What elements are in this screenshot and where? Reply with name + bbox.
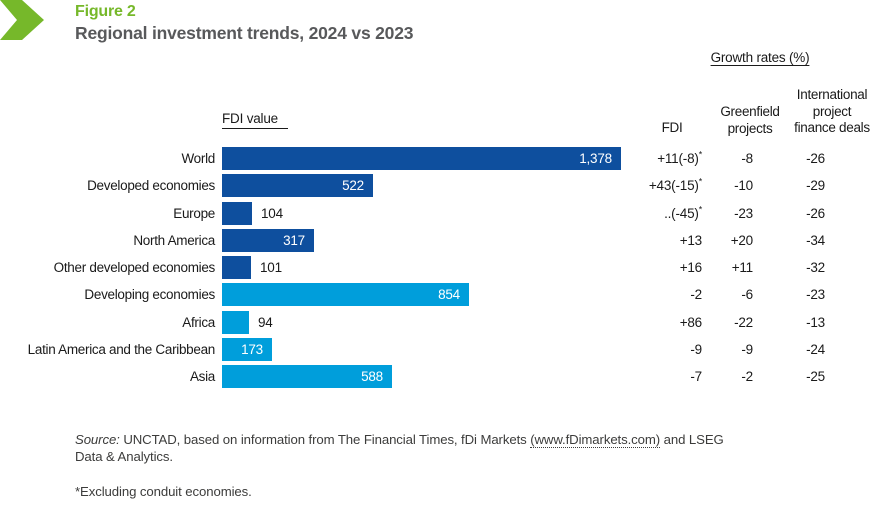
figure-title: Regional investment trends, 2024 vs 2023 — [75, 23, 414, 43]
ipf-growth-value: -29 — [806, 178, 825, 194]
ipf-growth-value: -26 — [806, 205, 825, 221]
ipf-growth-value: -24 — [806, 342, 825, 358]
fdi-value-bar: 173 — [222, 338, 272, 362]
row-label: Europe — [173, 205, 215, 221]
table-row: Africa 94 +86 -22 -13 — [0, 310, 825, 338]
row-label: Other developed economies — [53, 260, 216, 276]
greenfield-growth-value: -10 — [734, 178, 753, 194]
fdi-value-bar — [222, 201, 252, 225]
bar-value-label: 588 — [361, 369, 383, 385]
bar-value-label: 173 — [241, 342, 263, 358]
bar-area: 1,378 — [222, 147, 622, 170]
greenfield-growth-value: -23 — [734, 205, 753, 221]
bar-value-label: 94 — [258, 314, 273, 330]
fdi-value-bar — [222, 256, 251, 280]
footnote-asterisk: * — [698, 149, 703, 160]
bar-value-label: 854 — [438, 287, 460, 303]
bar-area: 317 — [222, 228, 622, 252]
table-row: Developed economies 522 +43(-15)* -10 -2… — [0, 174, 825, 201]
column-header-greenfield: Greenfield projects — [720, 104, 780, 136]
fdi-value-bar: 522 — [222, 174, 373, 198]
fdi-growth-value: +43(-15)* — [648, 176, 703, 194]
bar-area: 854 — [222, 283, 622, 307]
fdi-growth-value: ..(-45)* — [664, 204, 703, 221]
fdi-value-bar: 588 — [222, 365, 392, 389]
greenfield-growth-value: +11 — [731, 260, 754, 276]
ipf-growth-value: -13 — [806, 314, 825, 330]
figure-number: Figure 2 — [75, 3, 136, 20]
greenfield-growth-value: -8 — [741, 151, 753, 166]
fdi-growth-value: -2 — [690, 287, 702, 303]
greenfield-growth-value: -6 — [741, 287, 753, 303]
ipf-growth-value: -34 — [806, 232, 825, 248]
table-row: Latin America and the Caribbean 173 -9 -… — [0, 338, 825, 365]
bar-value-label: 1,378 — [579, 151, 612, 166]
fdi-growth-value: +13 — [679, 232, 703, 248]
row-label: Developed economies — [87, 178, 215, 194]
ipf-growth-value: -23 — [806, 287, 825, 303]
fdi-value-header: FDI value — [222, 111, 288, 129]
fdi-value-bar — [222, 310, 249, 334]
footnote-asterisk: * — [698, 176, 703, 187]
table-row: World 1,378 +11(-8)* -8 -26 — [0, 147, 825, 174]
fdi-growth-value: -7 — [690, 369, 702, 385]
greenfield-growth-value: -22 — [734, 314, 753, 330]
bar-area: 588 — [222, 365, 622, 389]
bar-area: 104 — [222, 201, 622, 225]
row-label: Africa — [182, 314, 215, 330]
footnote-asterisk: * — [698, 204, 703, 215]
table-row: Asia 588 -7 -2 -25 — [0, 365, 825, 392]
bar-value-label: 104 — [261, 205, 283, 221]
fdi-bar-chart: World 1,378 +11(-8)* -8 -26 Developed ec… — [0, 147, 825, 393]
greenfield-growth-value: -2 — [741, 369, 753, 385]
fdi-value-bar: 317 — [222, 228, 314, 252]
bar-value-label: 522 — [342, 178, 364, 194]
bar-value-label: 317 — [283, 232, 305, 248]
table-row: Other developed economies 101 +16 +11 -3… — [0, 256, 825, 283]
bar-area: 101 — [222, 256, 622, 280]
greenfield-growth-value: +20 — [730, 232, 754, 248]
fdi-growth-value: +86 — [679, 314, 703, 330]
greenfield-growth-value: -9 — [741, 342, 753, 358]
row-label: Asia — [189, 369, 215, 385]
bar-value-label: 101 — [260, 260, 282, 276]
chevron-right-icon — [0, 0, 44, 40]
column-header-fdi: FDI — [661, 120, 683, 135]
fdi-growth-value: +16 — [679, 260, 703, 276]
column-header-ipf: International project finance deals — [794, 87, 870, 135]
row-label: North America — [133, 232, 215, 248]
ipf-growth-value: -26 — [806, 151, 825, 166]
ipf-growth-value: -32 — [806, 260, 825, 276]
source-label: Source: — [75, 432, 120, 447]
fdimarkets-link[interactable]: (www.fDimarkets.com) — [530, 432, 661, 448]
source-note: Source: UNCTAD, based on information fro… — [75, 432, 724, 464]
ipf-growth-value: -25 — [806, 369, 825, 385]
table-row: Developing economies 854 -2 -6 -23 — [0, 283, 825, 310]
row-label: Developing economies — [84, 287, 215, 303]
bar-area: 522 — [222, 174, 622, 198]
fdi-growth-value: +11(-8)* — [657, 149, 703, 166]
row-label: World — [181, 151, 215, 166]
table-row: North America 317 +13 +20 -34 — [0, 228, 825, 256]
fdi-value-bar: 1,378 — [222, 147, 621, 170]
table-row: Europe 104 ..(-45)* -23 -26 — [0, 201, 825, 229]
footnote: *Excluding conduit economies. — [75, 484, 252, 499]
fdi-growth-value: -9 — [690, 342, 702, 358]
row-label: Latin America and the Caribbean — [27, 342, 216, 358]
fdi-value-bar: 854 — [222, 283, 469, 307]
bar-area: 94 — [222, 310, 622, 334]
growth-rates-header: Growth rates (%) — [710, 50, 810, 65]
bar-area: 173 — [222, 338, 622, 362]
